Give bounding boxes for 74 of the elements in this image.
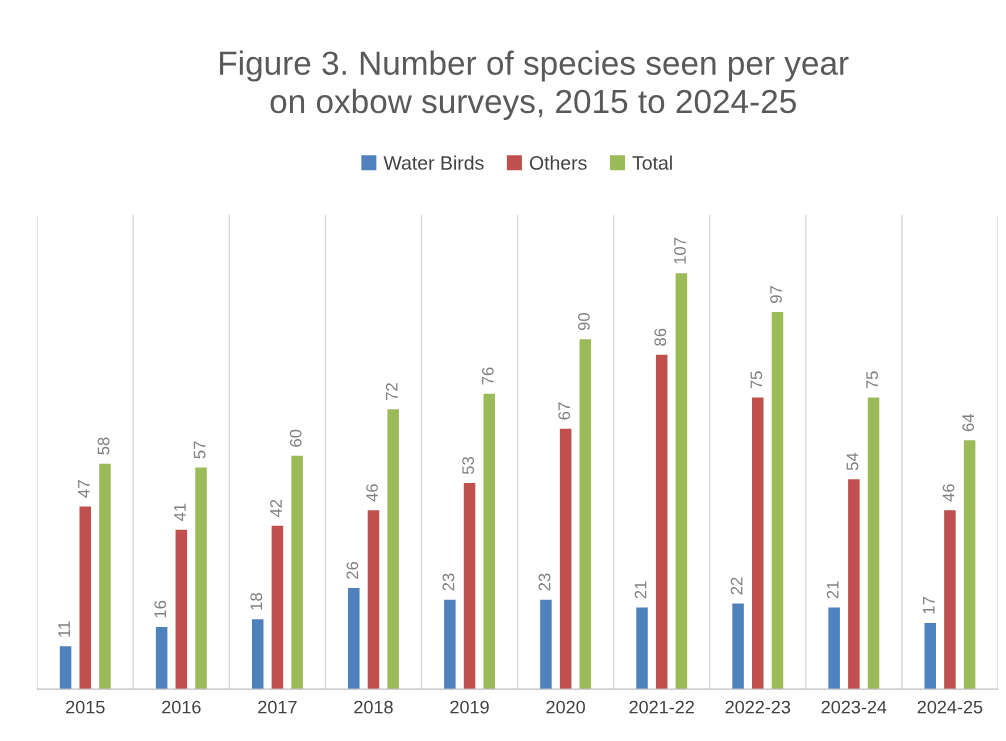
x-tick-label: 2017 [258,700,297,714]
data-label: 60 [289,429,302,447]
x-tick-label: 2020 [546,700,585,714]
data-label: 75 [750,371,763,389]
data-label: 17 [923,597,935,614]
bar [444,599,456,690]
data-label: 22 [730,577,743,595]
bar [59,646,72,690]
bar [636,607,648,690]
bar [483,393,496,690]
bar [99,463,111,690]
bar [675,273,688,690]
chart-title: Figure 3. Number of species seen per year on oxbow surveys, 2015 to 2024-25 [220,50,849,120]
x-tick-label: 2016 [162,700,201,714]
data-label: 46 [366,484,378,502]
bar [175,529,188,690]
bar [195,467,207,690]
data-label: 47 [78,480,90,498]
data-label: 90 [577,313,590,331]
data-label: 57 [193,441,206,459]
data-label: 75 [866,371,879,389]
data-label: 21 [634,581,647,599]
data-label: 97 [770,285,782,303]
x-tick-label: 2019 [450,700,489,714]
legend-label: Others [529,155,587,170]
data-label: 16 [154,600,167,618]
data-label: 23 [442,573,455,591]
bar [848,479,860,690]
x-tick-label: 2023-24 [821,700,887,714]
bar [367,510,380,690]
bar [752,397,764,690]
data-label: 23 [538,573,551,591]
bar [155,626,168,690]
data-label: 107 [674,237,686,264]
bar [271,525,284,690]
data-label: 64 [962,413,975,432]
legend-label: Total [632,155,672,170]
bar [771,312,784,690]
x-tick-label: 2024-25 [917,700,983,714]
data-label: 72 [385,383,398,401]
data-label: 53 [462,456,475,475]
bar [387,409,399,690]
x-tick-label: 2015 [66,700,105,714]
data-label: 26 [346,561,359,579]
data-label: 42 [270,499,282,518]
bar [251,619,264,690]
bar [867,397,880,690]
bar [540,599,552,690]
bar [348,588,360,690]
legend-label: Water Birds [383,155,484,170]
data-label: 21 [826,581,839,599]
data-label: 54 [846,452,859,471]
x-tick-label: 2021-22 [629,700,694,714]
data-label: 18 [250,593,263,610]
data-label: 76 [481,367,494,385]
bar [828,607,840,690]
bar [655,354,668,690]
bar [291,455,303,690]
bar [944,510,956,690]
bar [963,440,976,690]
bar [579,339,592,690]
bar [463,483,476,690]
bar [559,428,572,690]
bar [732,603,744,690]
data-label: 46 [942,484,955,502]
bar [924,623,936,690]
data-label: 67 [558,402,571,420]
bar [79,506,92,690]
data-label: 58 [97,437,110,455]
data-label: 41 [174,503,186,522]
x-tick-label: 2022-23 [725,700,791,714]
data-label: 11 [58,621,70,637]
x-tick-label: 2018 [354,700,393,714]
data-label: 86 [654,328,667,346]
